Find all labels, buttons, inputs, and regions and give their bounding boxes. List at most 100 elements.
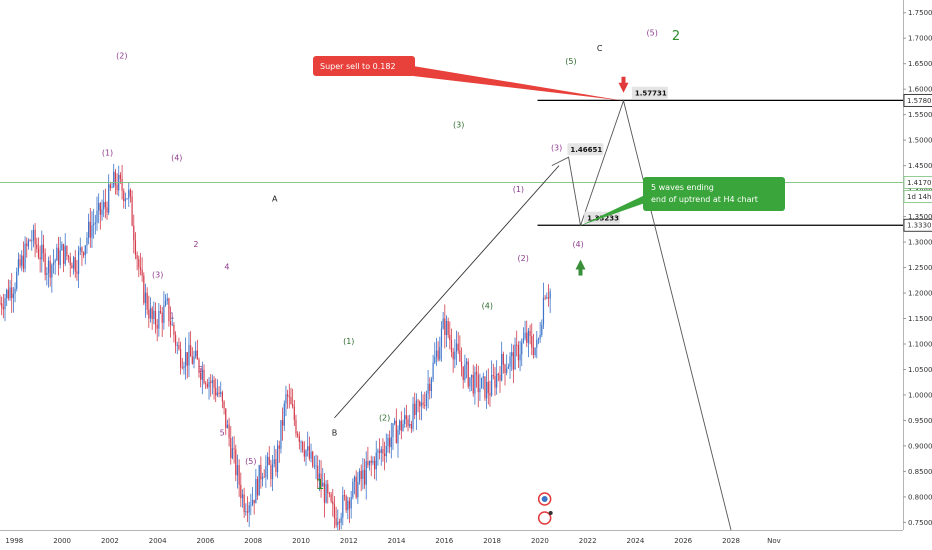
price-box-label: 1.33233 [587, 215, 619, 223]
candle-body [541, 324, 543, 335]
time-tick-label: 2026 [674, 537, 692, 545]
time-tick-label: 2004 [149, 537, 167, 545]
candle-body [537, 338, 540, 341]
candle-body [136, 254, 138, 260]
time-tick-label: Nov [767, 537, 781, 545]
candle-body [430, 379, 433, 391]
candle-body [236, 465, 239, 476]
time-tick-label: 2022 [579, 537, 597, 545]
candle-body [230, 438, 232, 459]
time-tick-label: 2018 [483, 537, 501, 545]
candle-body [509, 356, 511, 367]
candle-body [34, 229, 36, 245]
candle-body [223, 401, 225, 409]
candle-body [400, 420, 402, 431]
candle-body [457, 343, 459, 351]
candle-body [410, 424, 412, 429]
countdown-badge: 1d 14h [907, 193, 931, 201]
time-axis[interactable]: 1998 2000 2002 2004 2006 2008 2010 2012 2014 2016… [0, 530, 903, 550]
wave-label: (4) [482, 301, 493, 310]
candle-body [504, 364, 506, 373]
wave-label: (5) [245, 457, 256, 466]
candle-body [225, 408, 227, 429]
candle-body [19, 259, 21, 266]
candle-body [171, 324, 173, 326]
price-box: 1.57731 [631, 86, 668, 99]
candle-body [524, 332, 526, 339]
candle-body [174, 334, 177, 346]
price-tick-label: 1.50000 [908, 137, 932, 145]
wave-label: 5 [220, 429, 225, 438]
candle-body [93, 223, 95, 226]
candle-body [389, 438, 391, 448]
candle-body [415, 400, 417, 415]
candle-body [206, 383, 208, 388]
candle-body [335, 517, 337, 526]
candle-body [479, 388, 481, 393]
candle-body [255, 479, 257, 504]
candle-body [387, 438, 389, 446]
candle-body [320, 473, 322, 487]
price-axis-background [903, 0, 932, 550]
candle-body [340, 517, 342, 523]
candle-body [211, 380, 213, 384]
candle-body [539, 334, 541, 339]
candle-body [103, 202, 105, 210]
wave-label: (2) [517, 254, 528, 263]
candle-body [382, 448, 384, 454]
candle-body [235, 449, 237, 476]
candle-body [290, 396, 292, 404]
price-tick-label: 1.10000 [908, 340, 932, 348]
candle-body [409, 424, 411, 426]
candle-body [414, 403, 416, 415]
price-axis[interactable]: 1.75000 1.70000 1.65000 1.60000 1.55000 1.500… [903, 0, 932, 550]
candle-body [422, 402, 424, 406]
candle-body [332, 501, 334, 505]
candle-body [502, 354, 504, 365]
event-dividend-icon [537, 511, 552, 525]
candle-body [282, 420, 284, 426]
candle-body [6, 289, 8, 299]
candle-body [368, 460, 371, 466]
candle-body [114, 171, 116, 185]
time-tick-label: 2002 [101, 537, 119, 545]
time-tick-label: 2000 [53, 537, 71, 545]
candle-body [37, 248, 40, 258]
time-tick-label: 2012 [340, 537, 358, 545]
candle-body [375, 452, 377, 470]
candle-body [265, 465, 267, 478]
candle-body [251, 499, 254, 505]
candle-body [42, 244, 45, 254]
candle-body [7, 289, 9, 299]
candle-body [49, 260, 51, 278]
price-tick-label: 1.75000 [908, 9, 932, 17]
candle-body [210, 381, 212, 384]
candle-body [308, 446, 310, 459]
candle-body [399, 420, 401, 430]
candle-body [21, 255, 23, 266]
candle-body [36, 244, 38, 249]
candle-body [521, 342, 523, 355]
candle-body [460, 361, 463, 367]
candle-body [512, 352, 514, 370]
candle-body [494, 376, 496, 388]
wave-label: C [597, 44, 603, 53]
candle-body [76, 271, 78, 274]
sell-arrow-shaft [621, 76, 626, 84]
waves-callout-pointer [580, 195, 645, 226]
time-tick-label: 2008 [244, 537, 262, 545]
candle-body [377, 450, 379, 453]
candle-body [297, 433, 299, 436]
price-box-label: 1.46651 [570, 146, 602, 154]
candle-body [2, 307, 4, 310]
trend-line [334, 165, 560, 419]
price-level-tag-box [903, 218, 932, 232]
price-box-background [567, 143, 604, 156]
price-box: 1.46651 [567, 143, 604, 156]
candle-body [180, 349, 182, 368]
candle-body [303, 450, 305, 457]
candle-body [343, 495, 346, 497]
candle-body [69, 257, 71, 265]
